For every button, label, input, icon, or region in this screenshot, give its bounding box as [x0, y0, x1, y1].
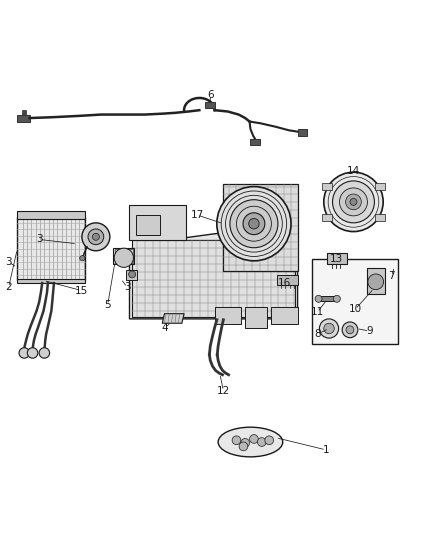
Text: 10: 10 [349, 304, 362, 314]
Bar [17, 212, 85, 220]
Text: 7: 7 [388, 271, 395, 281]
Bar [374, 214, 385, 221]
Bar [322, 214, 332, 221]
Text: 17: 17 [191, 210, 204, 220]
Bar [17, 279, 85, 283]
Circle shape [239, 442, 248, 451]
Circle shape [232, 436, 241, 445]
Bar [251, 139, 260, 145]
Bar [21, 110, 26, 115]
Bar [17, 217, 85, 280]
Text: 12: 12 [217, 386, 230, 396]
Ellipse shape [218, 427, 283, 457]
Text: 9: 9 [366, 326, 373, 336]
Bar [130, 205, 186, 240]
Circle shape [243, 213, 265, 235]
Bar [223, 183, 297, 271]
Bar [17, 115, 29, 123]
Bar [115, 249, 133, 263]
Text: 14: 14 [347, 166, 360, 176]
Circle shape [114, 248, 134, 268]
Bar [311, 259, 398, 344]
Text: 1: 1 [323, 445, 329, 455]
Circle shape [92, 233, 99, 240]
Circle shape [346, 194, 361, 210]
Bar [127, 270, 138, 280]
Circle shape [39, 348, 49, 358]
Circle shape [332, 181, 374, 223]
Text: 2: 2 [5, 282, 12, 293]
Circle shape [368, 274, 384, 289]
Circle shape [217, 187, 291, 261]
Circle shape [250, 434, 258, 443]
Bar [277, 275, 297, 285]
Circle shape [88, 229, 104, 245]
Text: 15: 15 [75, 286, 88, 295]
Circle shape [346, 326, 354, 334]
Text: 13: 13 [330, 254, 343, 264]
Circle shape [230, 200, 278, 248]
Circle shape [249, 219, 259, 229]
Text: 3: 3 [36, 235, 42, 245]
Circle shape [324, 172, 383, 231]
Circle shape [241, 439, 250, 447]
Circle shape [319, 319, 339, 338]
Circle shape [350, 198, 357, 205]
Circle shape [80, 256, 85, 261]
Bar [132, 240, 295, 317]
Text: 16: 16 [278, 278, 291, 288]
Circle shape [82, 223, 110, 251]
Circle shape [324, 323, 334, 334]
Bar [367, 268, 385, 294]
Circle shape [265, 436, 274, 445]
Polygon shape [130, 231, 297, 319]
Bar [215, 306, 241, 324]
Bar [205, 102, 215, 108]
Text: 8: 8 [314, 329, 321, 339]
Circle shape [27, 348, 38, 358]
Text: 5: 5 [104, 300, 111, 310]
Circle shape [19, 348, 29, 358]
Bar [297, 129, 307, 135]
Bar [272, 306, 297, 324]
Circle shape [342, 322, 358, 338]
Bar [245, 306, 267, 328]
Bar [136, 215, 160, 235]
Circle shape [129, 271, 136, 278]
Text: 4: 4 [161, 324, 168, 334]
Bar [322, 183, 332, 190]
Circle shape [339, 188, 367, 216]
Circle shape [315, 295, 322, 302]
Bar [327, 253, 347, 264]
Polygon shape [162, 313, 184, 323]
Circle shape [333, 295, 340, 302]
Circle shape [258, 438, 266, 446]
Text: 3: 3 [124, 282, 131, 293]
Bar [318, 296, 337, 302]
Text: 11: 11 [311, 308, 324, 317]
Bar [374, 183, 385, 190]
Text: 6: 6 [207, 91, 214, 100]
Bar [113, 248, 134, 264]
Text: 3: 3 [5, 257, 12, 267]
